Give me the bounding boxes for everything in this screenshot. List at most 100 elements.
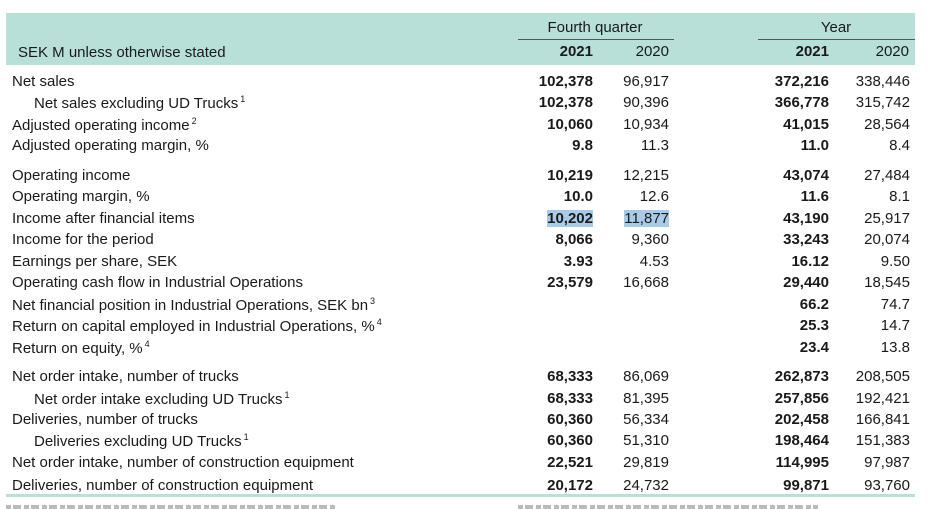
cell-value: 10,202 [547, 210, 593, 227]
row-label-text: Deliveries, number of construction equip… [12, 477, 313, 494]
row-label-text: Adjusted operating margin, % [12, 137, 209, 154]
cell-value: 14.7 [880, 317, 910, 334]
cell-year-2020: 74.7 [820, 296, 910, 313]
cell-value: 23.4 [799, 339, 829, 356]
cell-q4-2020: 29,819 [579, 454, 669, 471]
cell-value: 23,579 [547, 274, 593, 291]
cell-year-2020: 93,760 [820, 477, 910, 494]
cell-q4-2021: 22,521 [503, 454, 593, 471]
cell-q4-2020: 9,360 [579, 231, 669, 248]
cell-q4-2020: 96,917 [579, 73, 669, 90]
cell-value: 22,521 [547, 454, 593, 471]
cell-q4-2021: 102,378 [503, 73, 593, 90]
cell-year-2021: 372,216 [739, 73, 829, 90]
group-underline [758, 39, 915, 40]
table-row: Return on equity, % 4 23.4 13.8 [0, 339, 933, 360]
row-label: Income for the period [12, 231, 154, 248]
row-label: Return on capital employed in Industrial… [12, 317, 382, 335]
cell-year-2020: 338,446 [820, 73, 910, 90]
cell-year-2020: 151,383 [820, 432, 910, 449]
cell-year-2020: 9.50 [820, 253, 910, 270]
cell-value: 257,856 [774, 390, 829, 407]
column-header-q4-2021: 2021 [559, 43, 593, 60]
cell-q4-2020: 16,668 [579, 274, 669, 291]
row-label: Net order intake excluding UD Trucks 1 [34, 390, 289, 408]
cell-value: 11.6 [800, 188, 829, 205]
cell-value: 372,216 [774, 73, 829, 90]
cell-year-2021: 99,871 [739, 477, 829, 494]
row-label: Deliveries, number of construction equip… [12, 477, 313, 494]
cell-year-2020: 208,505 [820, 368, 910, 385]
row-label-text: Return on equity, % [12, 340, 143, 357]
cell-value: 3.93 [563, 253, 593, 270]
column-header-q4-2020: 2020 [635, 43, 669, 60]
cell-value: 56,334 [623, 411, 669, 428]
row-label: Operating cash flow in Industrial Operat… [12, 274, 303, 291]
cell-value: 8.1 [889, 188, 910, 205]
row-label: Adjusted operating income 2 [12, 116, 197, 134]
cell-year-2020: 13.8 [820, 339, 910, 356]
cell-q4-2021: 9.8 [503, 137, 593, 154]
row-label: Net financial position in Industrial Ope… [12, 296, 375, 314]
cell-value: 166,841 [855, 411, 910, 428]
cell-value: 13.8 [880, 339, 910, 356]
cell-q4-2021: 102,378 [503, 94, 593, 111]
cell-q4-2021: 8,066 [503, 231, 593, 248]
cell-value: 202,458 [774, 411, 829, 428]
cell-value: 11.3 [640, 137, 669, 154]
cell-value: 16,668 [623, 274, 669, 291]
cell-value: 338,446 [855, 73, 910, 90]
cell-value: 366,778 [774, 94, 829, 111]
footnote-marker: 4 [144, 339, 150, 349]
cell-value: 18,545 [864, 274, 910, 291]
cell-year-2021: 29,440 [739, 274, 829, 291]
cell-value: 192,421 [855, 390, 910, 407]
cell-value: 86,069 [623, 368, 669, 385]
cell-year-2020: 28,564 [820, 116, 910, 133]
cell-year-2021: 198,464 [739, 432, 829, 449]
row-label: Operating margin, % [12, 188, 150, 205]
table-row: Operating income 10,219 12,215 43,074 27,484 [0, 167, 933, 188]
cell-year-2021: 43,190 [739, 210, 829, 227]
cell-value: 9,360 [631, 231, 669, 248]
footnotes-left-cropped [6, 500, 336, 509]
row-label-text: Net order intake excluding UD Trucks [34, 391, 283, 408]
cell-value: 27,484 [864, 167, 910, 184]
cell-year-2021: 41,015 [739, 116, 829, 133]
cell-value: 16.12 [791, 253, 829, 270]
table-row: Deliveries, number of trucks 60,360 56,334… [0, 411, 933, 432]
cell-value: 315,742 [855, 94, 910, 111]
cell-q4-2020: 24,732 [579, 477, 669, 494]
cell-year-2020: 14.7 [820, 317, 910, 334]
cell-value: 20,172 [547, 477, 593, 494]
row-label: Income after financial items [12, 210, 195, 227]
cell-value: 9.8 [572, 137, 593, 154]
row-label-text: Operating cash flow in Industrial Operat… [12, 274, 303, 291]
cell-value: 114,995 [775, 454, 829, 471]
table-row: Net order intake, number of construction… [0, 454, 933, 475]
row-label: Earnings per share, SEK [12, 253, 177, 270]
table-row: Net order intake, number of trucks 68,333… [0, 368, 933, 389]
cell-value: 97,987 [864, 454, 910, 471]
cell-year-2020: 315,742 [820, 94, 910, 111]
footnote-marker: 1 [243, 432, 249, 442]
column-header-year-2021: 2021 [795, 43, 829, 60]
cell-year-2021: 33,243 [739, 231, 829, 248]
cell-value: 68,333 [547, 390, 593, 407]
cell-year-2021: 11.6 [739, 188, 829, 205]
cell-year-2021: 66.2 [739, 296, 829, 313]
cell-year-2021: 262,873 [739, 368, 829, 385]
cell-value: 43,074 [783, 167, 829, 184]
cell-value: 60,360 [547, 411, 593, 428]
cell-year-2021: 202,458 [739, 411, 829, 428]
cell-value: 81,395 [623, 390, 669, 407]
cell-q4-2021: 68,333 [503, 390, 593, 407]
cell-value: 96,917 [623, 73, 669, 90]
cell-value: 93,760 [864, 477, 910, 494]
row-label: Net sales [12, 73, 75, 90]
cell-year-2021: 366,778 [739, 94, 829, 111]
table-row: Adjusted operating margin, % 9.8 11.3 11.0 8… [0, 137, 933, 158]
cell-value: 33,243 [783, 231, 829, 248]
cell-q4-2021: 10.0 [503, 188, 593, 205]
cell-value: 12.6 [639, 188, 669, 205]
